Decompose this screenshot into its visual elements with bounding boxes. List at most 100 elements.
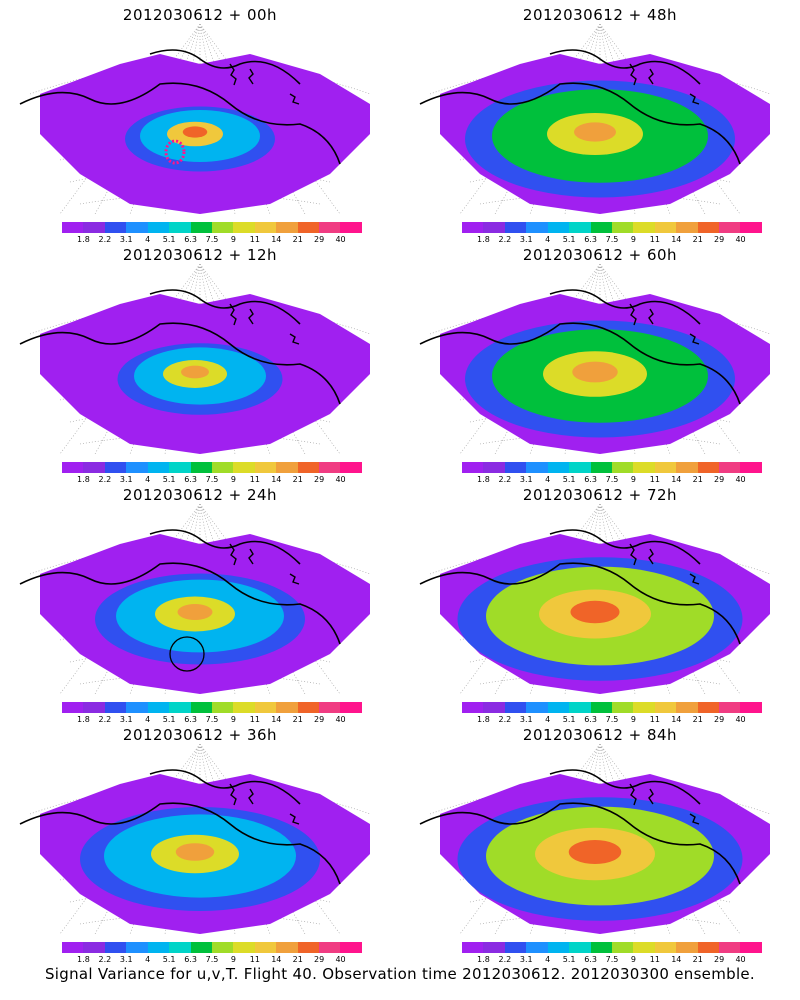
colorbar-tick-label: 29 bbox=[314, 955, 325, 964]
colorbar-swatch bbox=[719, 222, 741, 233]
colorbar-swatch bbox=[526, 462, 548, 473]
colorbar-tick-label: 9 bbox=[630, 475, 636, 484]
colorbar-labels: 1.8 2.2 3.1 4 5.1 6.3 7.5 9 11 14 21 29 40 bbox=[452, 475, 772, 485]
colorbar-tick-label: 29 bbox=[314, 475, 325, 484]
colorbar-tick-label: 9 bbox=[630, 235, 636, 244]
colorbar-tick-label: 9 bbox=[230, 475, 236, 484]
graticule-line bbox=[459, 264, 601, 454]
colorbar-swatch bbox=[319, 222, 341, 233]
colorbar-tick-label: 6.3 bbox=[584, 715, 597, 724]
colorbar-swatch bbox=[83, 222, 105, 233]
colorbar-swatch bbox=[611, 702, 634, 713]
colorbar-tick-label: 1.8 bbox=[77, 955, 90, 964]
colorbar-tick-label: 4 bbox=[545, 715, 551, 724]
colorbar-swatch bbox=[719, 702, 741, 713]
graticule-line bbox=[59, 24, 201, 214]
coastline bbox=[629, 543, 700, 585]
graticule-line bbox=[599, 504, 741, 694]
colorbar-tick-label: 7.5 bbox=[605, 475, 619, 484]
colorbar-swatch bbox=[83, 942, 105, 953]
colorbar-tick-label: 14 bbox=[671, 715, 682, 724]
colorbar-swatch bbox=[504, 702, 527, 713]
colorbar-labels: 1.8 2.2 3.1 4 5.1 6.3 7.5 9 11 14 21 29 40 bbox=[452, 235, 772, 245]
coastline bbox=[229, 63, 300, 105]
colorbar-tick-label: 7.5 bbox=[205, 235, 219, 244]
colorbar-swatch bbox=[676, 702, 698, 713]
coastline bbox=[629, 303, 700, 345]
colorbar-tick-label: 9 bbox=[230, 715, 236, 724]
colorbar-tick-label: 14 bbox=[671, 955, 682, 964]
colorbar-swatch bbox=[719, 942, 741, 953]
colorbar-tick-label: 14 bbox=[271, 235, 282, 244]
panel-title: 2012030612 + 12h bbox=[122, 246, 278, 264]
colorbar-tick-label: 2.2 bbox=[98, 955, 112, 964]
colorbar-tick-label: 6.3 bbox=[184, 235, 197, 244]
colorbar-tick-label: 3.1 bbox=[519, 715, 533, 724]
colorbar-tick-label: 40 bbox=[335, 955, 346, 964]
variance-maximum bbox=[574, 122, 616, 142]
colorbar bbox=[62, 942, 362, 953]
colorbar-swatch bbox=[340, 702, 362, 713]
coastline bbox=[629, 63, 700, 105]
variance-map bbox=[19, 24, 371, 214]
colorbar-swatch bbox=[590, 942, 612, 953]
colorbar-swatch bbox=[297, 942, 320, 953]
colorbar-swatch bbox=[319, 462, 341, 473]
variance-map bbox=[419, 744, 771, 934]
colorbar-swatch bbox=[104, 222, 127, 233]
colorbar-tick-label: 7.5 bbox=[605, 715, 619, 724]
colorbar-swatch bbox=[169, 942, 191, 953]
colorbar-tick-label: 4 bbox=[545, 475, 551, 484]
graticule-line bbox=[599, 264, 741, 454]
colorbar-swatch bbox=[147, 942, 170, 953]
colorbar-tick-label: 2.2 bbox=[498, 955, 512, 964]
colorbar-swatch bbox=[633, 942, 655, 953]
colorbar-tick-label: 40 bbox=[735, 475, 746, 484]
colorbar-swatch bbox=[547, 702, 570, 713]
colorbar-swatch bbox=[190, 462, 212, 473]
colorbar-swatch bbox=[233, 942, 255, 953]
colorbar-swatch bbox=[740, 702, 762, 713]
colorbar-tick-label: 9 bbox=[630, 715, 636, 724]
colorbar-swatch bbox=[62, 702, 84, 713]
coastline bbox=[419, 289, 741, 405]
colorbar-tick-label: 7.5 bbox=[205, 475, 219, 484]
variance-maximum bbox=[177, 604, 213, 620]
colorbar-swatch bbox=[697, 222, 720, 233]
colorbar-swatch bbox=[483, 702, 505, 713]
variance-maximum bbox=[182, 126, 208, 138]
colorbar-tick-label: 2.2 bbox=[498, 235, 512, 244]
variance-maximum bbox=[568, 840, 622, 864]
colorbar-swatch bbox=[697, 942, 720, 953]
colorbar-swatch bbox=[740, 942, 762, 953]
colorbar bbox=[62, 462, 362, 473]
colorbar-tick-label: 4 bbox=[145, 715, 151, 724]
panel-title: 2012030612 + 84h bbox=[522, 726, 678, 744]
colorbar-tick-label: 40 bbox=[735, 235, 746, 244]
figure-caption: Signal Variance for u,v,T. Flight 40. Ob… bbox=[44, 965, 756, 983]
colorbar-swatch bbox=[233, 702, 255, 713]
colorbar-tick-label: 9 bbox=[230, 955, 236, 964]
colorbar-tick-label: 5.1 bbox=[162, 715, 176, 724]
panel-title: 2012030612 + 48h bbox=[522, 6, 678, 24]
colorbar-tick-label: 1.8 bbox=[477, 475, 490, 484]
colorbar-tick-label: 5.1 bbox=[562, 475, 576, 484]
colorbar-swatch bbox=[483, 942, 505, 953]
colorbar-swatch bbox=[233, 462, 255, 473]
variance-map bbox=[419, 24, 771, 214]
colorbar-swatch bbox=[483, 462, 505, 473]
colorbar-tick-label: 3.1 bbox=[519, 475, 533, 484]
colorbar-tick-label: 21 bbox=[692, 475, 703, 484]
colorbar-tick-label: 1.8 bbox=[477, 955, 490, 964]
panel-12h: 2012030612 + 12h 1.8 2.2 3.1 4 5.1 6.3 7.5 9 11 1… bbox=[0, 240, 400, 485]
colorbar-tick-label: 21 bbox=[692, 715, 703, 724]
colorbar-tick-label: 1.8 bbox=[477, 235, 490, 244]
colorbar-swatch bbox=[462, 702, 484, 713]
flight-track-marker bbox=[164, 139, 186, 165]
colorbar-swatch bbox=[569, 462, 591, 473]
colorbar-swatch bbox=[697, 462, 720, 473]
colorbar-swatch bbox=[526, 222, 548, 233]
colorbar-tick-label: 3.1 bbox=[119, 475, 133, 484]
graticule-line bbox=[459, 24, 601, 214]
colorbar-swatch bbox=[104, 702, 127, 713]
